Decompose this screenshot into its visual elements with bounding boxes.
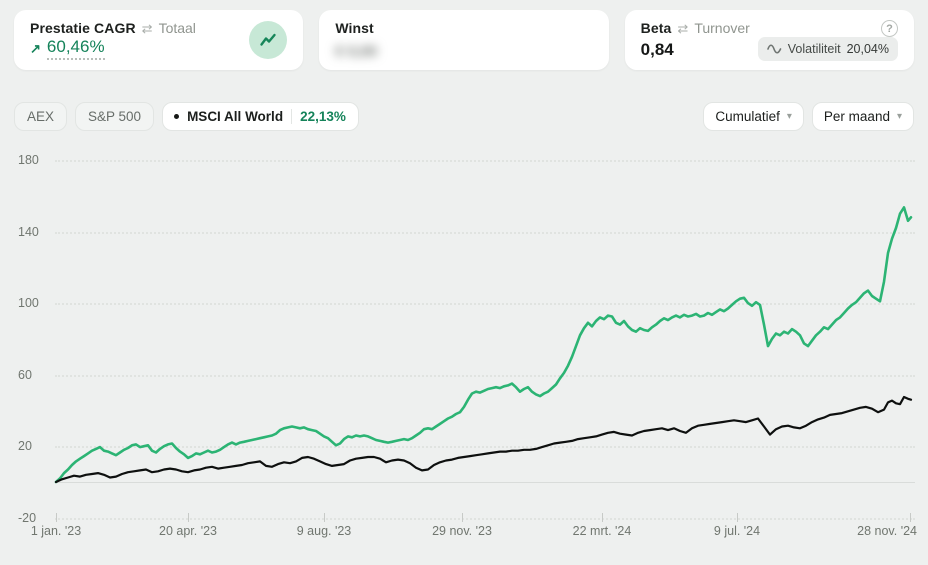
dropdown-label: Per maand: [823, 109, 890, 124]
interval-dropdown[interactable]: Per maand ▾: [811, 102, 914, 131]
performance-chart[interactable]: 180 140 100 60 20 -20 1 jan. '23 20 apr. '23 9 a…: [0, 145, 928, 565]
beta-metric-toggle[interactable]: Beta ⇄ Turnover: [641, 20, 758, 36]
x-axis-label: 1 jan. '23: [30, 524, 82, 538]
gridline: [55, 160, 915, 163]
gridline: [55, 231, 915, 234]
series-line-portfolio: [54, 206, 913, 484]
benchmark-return-value: 22,13%: [300, 109, 346, 124]
card-profit: Winst € 0,00: [319, 10, 609, 70]
chevron-down-icon: ▾: [896, 110, 902, 122]
stat-cards-row: Prestatie CAGR ⇄ Totaal ↗ 60,46% Winst €…: [14, 10, 914, 70]
series-line-msci-all-world: [54, 395, 913, 484]
metric-alt-label: Turnover: [694, 20, 750, 36]
gridline: [55, 303, 915, 306]
trend-badge: [249, 21, 288, 59]
x-axis-tick: [737, 512, 738, 522]
bullet-icon: [174, 114, 180, 119]
profit-value-blurred: € 0,00: [335, 43, 378, 60]
benchmark-label: S&P 500: [88, 109, 142, 124]
x-axis-label: 9 jul. '24: [713, 524, 761, 538]
x-axis-tick: [602, 512, 603, 522]
y-axis-label: 180: [18, 153, 39, 168]
card-title: Winst: [335, 20, 374, 36]
benchmark-button-sp500[interactable]: S&P 500: [75, 102, 155, 131]
x-axis-tick: [56, 512, 57, 522]
gridline: [55, 374, 915, 377]
zero-line: [55, 482, 915, 483]
benchmark-button-msci-all-world[interactable]: MSCI All World 22,13%: [162, 102, 359, 131]
swap-icon: ⇄: [677, 20, 689, 36]
help-icon[interactable]: ?: [880, 20, 898, 37]
dropdown-label: Cumulatief: [715, 109, 780, 124]
x-axis-label: 29 nov. '23: [432, 524, 492, 538]
beta-value: 0,84: [640, 40, 674, 59]
divider: [291, 109, 293, 124]
card-title: Beta: [640, 20, 672, 36]
trend-up-arrow-icon: ↗: [30, 40, 41, 56]
y-axis-label: -20: [18, 510, 37, 525]
volatility-badge: Volatiliteit 20,04%: [757, 37, 898, 61]
performance-value[interactable]: 60,46%: [46, 37, 105, 60]
x-axis-label: 20 apr. '23: [159, 524, 217, 538]
zigzag-chart-icon: [260, 33, 277, 46]
volatility-value: 20,04%: [846, 42, 889, 56]
x-axis-label: 22 mrt. '24: [572, 524, 632, 538]
chevron-down-icon: ▾: [786, 110, 792, 122]
x-axis-label: 9 aug. '23: [296, 524, 352, 538]
gridline: [55, 517, 915, 520]
x-axis-tick: [188, 512, 189, 522]
metric-alt-label: Totaal: [158, 20, 196, 36]
x-axis-tick: [462, 512, 463, 522]
card-performance: Prestatie CAGR ⇄ Totaal ↗ 60,46%: [14, 10, 304, 70]
chart-controls: AEX S&P 500 MSCI All World 22,13% Cumula…: [14, 102, 914, 131]
chart-series-svg: [54, 206, 913, 484]
card-beta: Beta ⇄ Turnover 0,84 ? Volatiliteit 20,0…: [624, 10, 914, 70]
y-axis-label: 60: [18, 367, 32, 382]
benchmark-button-aex[interactable]: AEX: [14, 102, 68, 131]
y-axis-label: 20: [18, 439, 32, 454]
x-axis-label: 28 nov. '24: [857, 524, 917, 538]
y-axis-label: 140: [18, 224, 39, 239]
volatility-label: Volatiliteit: [787, 42, 841, 56]
x-axis-tick: [910, 512, 911, 522]
card-title: Prestatie CAGR: [30, 20, 136, 36]
benchmark-label: AEX: [27, 109, 55, 124]
y-axis-label: 100: [18, 296, 39, 311]
benchmark-label: MSCI All World: [187, 109, 284, 124]
swap-icon: ⇄: [141, 20, 153, 36]
x-axis-tick: [324, 512, 325, 522]
display-mode-dropdown[interactable]: Cumulatief ▾: [703, 102, 804, 131]
performance-metric-toggle[interactable]: Prestatie CAGR ⇄ Totaal: [30, 20, 249, 36]
gridline: [55, 446, 915, 449]
wave-icon: [766, 44, 782, 54]
